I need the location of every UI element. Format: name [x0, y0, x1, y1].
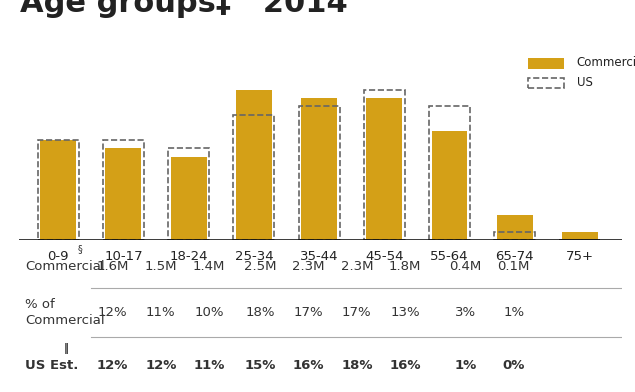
Text: 0.1M: 0.1M — [498, 260, 530, 273]
Bar — [528, 78, 564, 88]
Text: Commercial: Commercial — [577, 56, 635, 69]
Text: 1.6M: 1.6M — [97, 260, 129, 273]
Text: 45-54: 45-54 — [365, 250, 403, 263]
Text: 16%: 16% — [293, 359, 324, 372]
Bar — [105, 148, 142, 240]
Text: 17%: 17% — [294, 306, 323, 319]
Bar — [298, 106, 340, 240]
Text: 3%: 3% — [455, 306, 476, 319]
Text: 18%: 18% — [341, 359, 373, 372]
Text: 12%: 12% — [145, 359, 177, 372]
Text: 25-34: 25-34 — [234, 250, 273, 263]
Text: 1.4M: 1.4M — [193, 260, 225, 273]
Bar — [103, 140, 144, 240]
Text: 10%: 10% — [194, 306, 224, 319]
Bar — [168, 148, 209, 240]
Text: Commercial: Commercial — [25, 260, 105, 273]
Text: 13%: 13% — [391, 306, 420, 319]
Text: 1%: 1% — [454, 359, 477, 372]
Bar — [37, 140, 79, 240]
Text: 2.3M: 2.3M — [340, 260, 373, 273]
Text: ‖: ‖ — [64, 343, 69, 354]
Text: Age groups‡   2014: Age groups‡ 2014 — [20, 0, 348, 18]
Text: 11%: 11% — [194, 359, 225, 372]
Bar — [497, 215, 533, 240]
Text: 55-64: 55-64 — [431, 250, 469, 263]
Bar — [366, 98, 402, 240]
Text: 18-24: 18-24 — [170, 250, 208, 263]
Text: 12%: 12% — [98, 306, 128, 319]
Text: 1.5M: 1.5M — [145, 260, 177, 273]
Text: US: US — [577, 76, 592, 89]
Text: 2.3M: 2.3M — [292, 260, 325, 273]
Text: 75+: 75+ — [566, 250, 594, 263]
Text: 0.4M: 0.4M — [450, 260, 481, 273]
Text: 1.8M: 1.8M — [389, 260, 421, 273]
Bar — [233, 114, 274, 240]
Bar — [236, 89, 272, 240]
Bar — [364, 89, 404, 240]
Text: 16%: 16% — [389, 359, 421, 372]
Text: 15%: 15% — [244, 359, 276, 372]
Bar — [432, 131, 467, 240]
Text: 2.5M: 2.5M — [244, 260, 277, 273]
Text: 1%: 1% — [503, 306, 525, 319]
Text: 65-74: 65-74 — [495, 250, 534, 263]
Text: % of
Commercial: % of Commercial — [25, 298, 105, 327]
Text: 35-44: 35-44 — [300, 250, 338, 263]
Text: §: § — [77, 244, 83, 254]
Bar — [40, 140, 76, 240]
Text: 11%: 11% — [146, 306, 176, 319]
Bar — [562, 232, 598, 240]
Text: US Est.: US Est. — [25, 359, 79, 372]
Text: 12%: 12% — [97, 359, 128, 372]
Text: 17%: 17% — [342, 306, 371, 319]
Text: 18%: 18% — [246, 306, 275, 319]
Text: 0%: 0% — [502, 359, 525, 372]
Bar — [301, 98, 337, 240]
Text: 10-17: 10-17 — [104, 250, 143, 263]
Bar — [494, 232, 535, 240]
Bar — [171, 156, 206, 240]
Bar — [528, 58, 564, 69]
Text: 0-9: 0-9 — [48, 250, 69, 263]
Bar — [429, 106, 470, 240]
